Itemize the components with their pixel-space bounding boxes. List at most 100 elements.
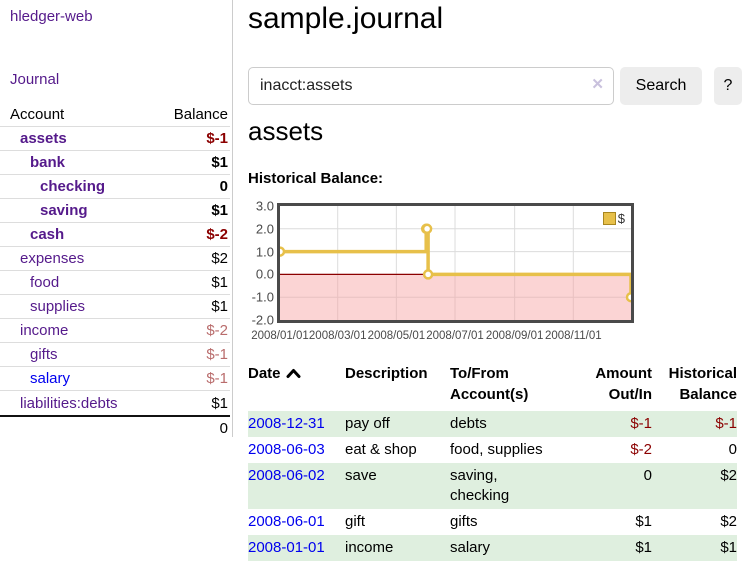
account-link[interactable]: income xyxy=(20,322,69,339)
transaction-accounts-line: debts xyxy=(450,415,487,432)
account-link[interactable]: food xyxy=(30,274,60,291)
account-link[interactable]: saving xyxy=(40,202,88,219)
transaction-balance: $2 xyxy=(720,513,737,530)
y-axis-tick-label: -1.0 xyxy=(251,289,274,305)
transaction-date-link[interactable]: 2008-06-01 xyxy=(248,513,325,530)
account-link[interactable]: salary xyxy=(30,370,71,387)
register-column-header-line: Historical xyxy=(668,365,737,382)
register-column-header-line: Description xyxy=(345,365,428,382)
table-row: 2008-06-01 gift gifts $1 $2 xyxy=(248,509,737,535)
legend-label: $ xyxy=(617,211,625,226)
account-link[interactable]: liabilities:debts xyxy=(20,394,118,412)
y-axis-tick-label: 1.0 xyxy=(255,244,274,260)
transaction-date-link[interactable]: 2008-01-01 xyxy=(248,539,325,556)
account-balance: $1 xyxy=(211,274,228,291)
register-table: Date Description To/From Account(s) Amount Ou… xyxy=(248,360,737,561)
clear-search-icon[interactable]: ✕ xyxy=(591,76,604,93)
register-column-header-line: Account(s) xyxy=(450,386,529,403)
account-link[interactable]: supplies xyxy=(30,298,86,315)
account-balance: $-1 xyxy=(206,130,228,147)
chart-legend: $ xyxy=(602,211,625,226)
search-input-wrap: ✕ xyxy=(248,67,614,105)
account-balance: $-1 xyxy=(206,346,228,363)
account-row: expenses $2 xyxy=(0,247,230,271)
x-axis-tick-label: 2008/07/01 xyxy=(426,330,484,342)
transaction-accounts-line: saving, xyxy=(450,467,498,484)
sidebar-item-journal[interactable]: Journal xyxy=(10,71,60,88)
transaction-amount: $-2 xyxy=(630,441,652,458)
account-link[interactable]: gifts xyxy=(30,346,58,363)
balance-chart-plot: $ xyxy=(277,203,634,323)
app-brand-link[interactable]: hledger-web xyxy=(10,8,93,25)
account-link[interactable]: checking xyxy=(40,178,106,195)
register-column-header: Description xyxy=(345,360,450,387)
register-column-header-line: Out/In xyxy=(608,386,652,403)
table-row: 2008-01-01 income salary $1 $1 xyxy=(248,535,737,561)
account-balance: $1 xyxy=(211,154,228,171)
data-point xyxy=(421,223,433,235)
y-axis-tick-label: -2.0 xyxy=(251,312,274,328)
x-axis-tick-label: 2008/01/01 xyxy=(251,330,309,342)
table-row: 2008-12-31 pay off debts $-1 $-1 xyxy=(248,411,737,437)
sidebar-divider xyxy=(232,0,233,437)
y-axis-tick-label: 3.0 xyxy=(255,198,274,214)
x-axis-tick-label: 2008/05/01 xyxy=(367,330,426,342)
transaction-date-link[interactable]: 2008-06-03 xyxy=(248,441,325,458)
transaction-accounts-line: gifts xyxy=(450,513,478,530)
register-rows: 2008-12-31 pay off debts $-1 $-1 2008-06-03 ea… xyxy=(248,411,737,561)
account-link[interactable]: assets xyxy=(20,130,67,147)
data-point xyxy=(280,246,286,257)
account-column-header: Account xyxy=(10,106,65,123)
transaction-date-link[interactable]: 2008-06-02 xyxy=(248,467,325,484)
account-row: bank $1 xyxy=(0,151,230,175)
help-button[interactable]: ? xyxy=(714,67,742,105)
balance-column-header: Balance xyxy=(173,106,228,123)
transaction-amount: $1 xyxy=(635,539,652,556)
register-column-header[interactable]: Date xyxy=(248,360,345,387)
transaction-description: pay off xyxy=(345,415,390,432)
transaction-accounts: saving, checking xyxy=(450,463,580,509)
table-row: 2008-06-02 save saving, checking 0 $2 xyxy=(248,463,737,509)
transaction-balance: $-1 xyxy=(715,415,737,432)
transaction-accounts: debts xyxy=(450,411,580,437)
data-point xyxy=(625,291,631,303)
transaction-balance: $1 xyxy=(720,539,737,556)
account-link[interactable]: expenses xyxy=(20,250,85,267)
account-row: salary $-1 xyxy=(0,367,230,391)
register-column-header-line: To/From xyxy=(450,365,509,382)
transaction-accounts: salary xyxy=(450,535,580,561)
account-balance: $2 xyxy=(211,250,228,267)
page-title: sample.journal xyxy=(248,2,444,35)
account-balance: $-2 xyxy=(206,322,228,339)
account-link[interactable]: cash xyxy=(30,226,65,243)
register-column-header-line: Balance xyxy=(679,386,737,403)
search-button[interactable]: Search xyxy=(620,67,702,105)
search-bar: ✕ Search ? xyxy=(248,67,742,105)
account-row: liabilities:debts $1 xyxy=(0,391,230,415)
register-column-header: Historical Balance xyxy=(652,360,737,408)
account-tree-header: Account Balance xyxy=(0,103,230,127)
transaction-balance: $2 xyxy=(720,467,737,484)
account-row: assets $-1 xyxy=(0,127,230,151)
account-row: income $-2 xyxy=(0,319,230,343)
account-balance: $-1 xyxy=(206,370,228,387)
register-column-header-line: Amount xyxy=(595,365,652,382)
account-title: assets xyxy=(248,116,324,146)
account-balance: $1 xyxy=(211,298,228,315)
transaction-accounts-line: salary xyxy=(450,539,491,556)
x-axis-tick-label: 2008/09/01 xyxy=(485,330,544,342)
search-input[interactable] xyxy=(248,67,614,105)
transaction-date-link[interactable]: 2008-12-31 xyxy=(248,415,325,432)
transaction-accounts: food, supplies xyxy=(450,437,580,463)
transaction-description: income xyxy=(345,539,394,556)
account-tree-rows: assets $-1 bank $1 checking 0 saving $1 cash $-2 e… xyxy=(0,127,230,415)
table-row: 2008-06-03 eat & shop food, supplies $-2 0 xyxy=(248,437,737,463)
x-axis-tick-label: 2008/03/01 xyxy=(308,330,367,342)
account-row: supplies $1 xyxy=(0,295,230,319)
sort-caret-up-icon xyxy=(286,369,301,378)
account-row: gifts $-1 xyxy=(0,343,230,367)
account-balance: $1 xyxy=(211,394,228,412)
transaction-accounts-line: checking xyxy=(450,487,510,504)
account-link[interactable]: bank xyxy=(30,154,66,171)
transaction-accounts: gifts xyxy=(450,509,580,535)
